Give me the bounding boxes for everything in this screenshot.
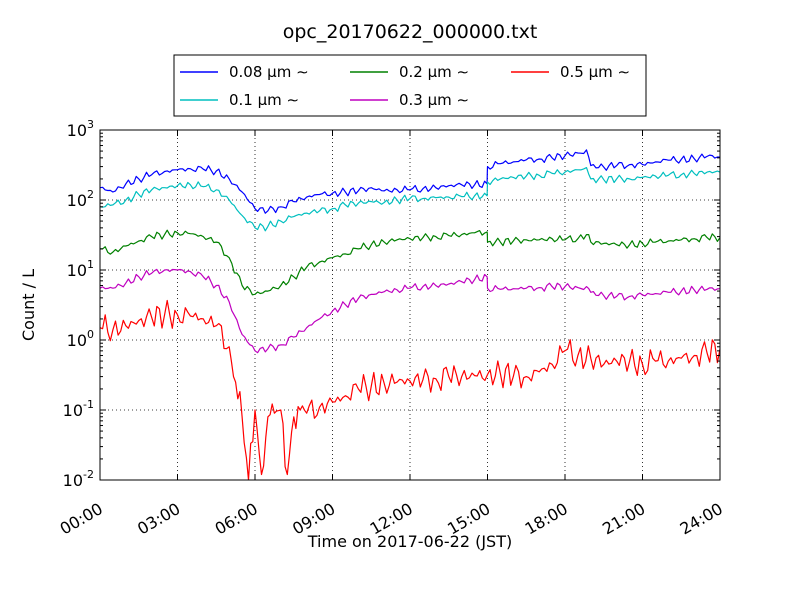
y-tick-label: 103 <box>67 118 94 140</box>
y-tick-label: 10-1 <box>63 398 94 420</box>
grid <box>100 130 720 480</box>
series-line <box>100 299 720 480</box>
legend: 0.08 μm ∼ 0.1 μm ∼ 0.2 μm ∼ 0.3 μm ∼ 0.5 μm … <box>173 54 647 117</box>
chart-title: opc_20170622_000000.txt <box>283 21 538 43</box>
series-line <box>100 229 720 296</box>
legend-label: 0.3 μm ∼ <box>399 91 469 109</box>
series-lines <box>100 149 720 480</box>
legend-box <box>173 54 647 117</box>
y-tick-label: 10-2 <box>63 468 94 490</box>
series-line <box>100 149 720 214</box>
legend-label: 0.08 μm ∼ <box>229 63 309 81</box>
legend-label: 0.2 μm ∼ <box>399 63 469 81</box>
x-axis-label: Time on 2017-06-22 (JST) <box>307 532 512 551</box>
legend-label: 0.1 μm ∼ <box>229 91 299 109</box>
y-tick-label: 100 <box>67 328 94 350</box>
y-tick-label: 101 <box>67 258 94 280</box>
series-line <box>100 167 720 232</box>
y-tick-label: 102 <box>67 188 94 210</box>
legend-label: 0.5 μm ∼ <box>560 63 630 81</box>
y-axis-label: Count / L <box>19 269 38 341</box>
series-line <box>100 268 720 354</box>
